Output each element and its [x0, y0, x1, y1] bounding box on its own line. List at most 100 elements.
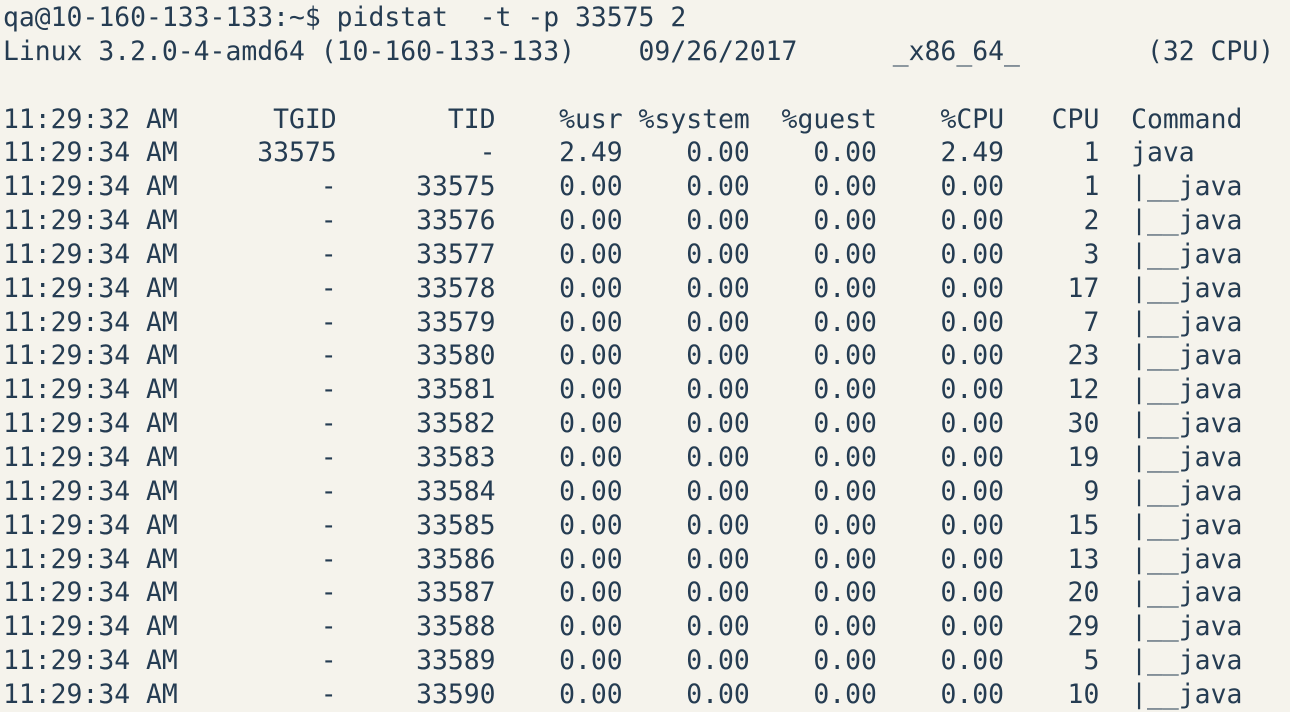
cell-cpu: 20	[1004, 577, 1100, 609]
cell-usr: 0.00	[495, 340, 623, 372]
cell-guest: 0.00	[749, 509, 877, 541]
cell-tgid: TGID	[177, 103, 337, 135]
pidstat-row: 11:29:34 AM - 33590 0.00 0.00 0.00 0.00 …	[3, 678, 1290, 712]
cell-cpu-pct: 0.00	[876, 238, 1004, 270]
cell-cpu: 1	[1004, 137, 1100, 169]
cell-command: |__java	[1099, 645, 1243, 677]
cell-cpu: 2	[1004, 205, 1100, 237]
architecture: _x86_64_	[892, 35, 1147, 67]
cell-cpu-pct: 0.00	[876, 171, 1004, 203]
pidstat-row: 11:29:34 AM - 33579 0.00 0.00 0.00 0.00 …	[3, 306, 1290, 340]
cell-time: 11:29:34 AM	[3, 645, 178, 677]
cell-time: 11:29:34 AM	[3, 306, 178, 338]
cell-command: java	[1099, 137, 1195, 169]
cell-usr: 2.49	[495, 137, 623, 169]
pidstat-row: 11:29:34 AM - 33589 0.00 0.00 0.00 0.00 …	[3, 644, 1290, 678]
cell-cpu-pct: 0.00	[876, 374, 1004, 406]
kernel-version: Linux 3.2.0-4-amd64 (10-160-133-133)	[3, 35, 639, 67]
cell-usr: 0.00	[495, 475, 623, 507]
cell-system: 0.00	[622, 543, 750, 575]
cell-system: 0.00	[622, 408, 750, 440]
cell-tid: -	[336, 137, 496, 169]
cell-usr: 0.00	[495, 171, 623, 203]
cell-cpu: 5	[1004, 645, 1100, 677]
cell-guest: 0.00	[749, 441, 877, 473]
cell-tgid: -	[177, 645, 337, 677]
cell-time: 11:29:34 AM	[3, 205, 178, 237]
cell-time: 11:29:34 AM	[3, 577, 178, 609]
cell-guest: 0.00	[749, 205, 877, 237]
cell-tid: 33582	[336, 408, 496, 440]
cell-usr: 0.00	[495, 543, 623, 575]
cell-tid: 33579	[336, 306, 496, 338]
cell-time: 11:29:34 AM	[3, 408, 178, 440]
cell-command: |__java	[1099, 543, 1243, 575]
cell-guest: 0.00	[749, 272, 877, 304]
cell-system: 0.00	[622, 171, 750, 203]
cell-cpu: 12	[1004, 374, 1100, 406]
cell-system: %system	[622, 103, 750, 135]
cell-usr: 0.00	[495, 408, 623, 440]
cell-system: 0.00	[622, 205, 750, 237]
cell-time: 11:29:34 AM	[3, 678, 178, 710]
cell-system: 0.00	[622, 238, 750, 270]
cell-guest: 0.00	[749, 611, 877, 643]
cell-time: 11:29:34 AM	[3, 543, 178, 575]
cell-tgid: -	[177, 611, 337, 643]
cell-usr: 0.00	[495, 509, 623, 541]
pidstat-output: 11:29:32 AM TGID TID %usr %system %guest…	[3, 103, 1290, 712]
cell-cpu-pct: %CPU	[876, 103, 1004, 135]
cell-time: 11:29:34 AM	[3, 475, 178, 507]
cell-command: |__java	[1099, 577, 1243, 609]
cell-time: 11:29:34 AM	[3, 238, 178, 270]
cell-command: |__java	[1099, 238, 1243, 270]
cell-command: |__java	[1099, 678, 1243, 710]
pidstat-row: 11:29:34 AM - 33583 0.00 0.00 0.00 0.00 …	[3, 441, 1290, 475]
cell-system: 0.00	[622, 272, 750, 304]
cell-time: 11:29:34 AM	[3, 509, 178, 541]
cell-cpu-pct: 0.00	[876, 272, 1004, 304]
cell-tgid: -	[177, 543, 337, 575]
cell-cpu-pct: 2.49	[876, 137, 1004, 169]
cell-system: 0.00	[622, 137, 750, 169]
cell-system: 0.00	[622, 509, 750, 541]
cell-cpu-pct: 0.00	[876, 408, 1004, 440]
cell-usr: 0.00	[495, 205, 623, 237]
cell-cpu: 29	[1004, 611, 1100, 643]
cell-tid: 33578	[336, 272, 496, 304]
cell-tgid: -	[177, 577, 337, 609]
cell-system: 0.00	[622, 475, 750, 507]
cell-usr: 0.00	[495, 441, 623, 473]
pidstat-row: 11:29:34 AM - 33578 0.00 0.00 0.00 0.00 …	[3, 272, 1290, 306]
pidstat-row: 11:29:34 AM - 33576 0.00 0.00 0.00 0.00 …	[3, 204, 1290, 238]
pidstat-row: 11:29:34 AM - 33587 0.00 0.00 0.00 0.00 …	[3, 576, 1290, 610]
cell-tid: 33580	[336, 340, 496, 372]
cell-time: 11:29:32 AM	[3, 103, 178, 135]
cell-cpu: 13	[1004, 543, 1100, 575]
cell-command: |__java	[1099, 611, 1243, 643]
cell-cpu: 17	[1004, 272, 1100, 304]
cell-tgid: -	[177, 441, 337, 473]
cell-cpu: 9	[1004, 475, 1100, 507]
cell-tid: 33581	[336, 374, 496, 406]
cell-guest: 0.00	[749, 577, 877, 609]
cell-system: 0.00	[622, 577, 750, 609]
cell-command: |__java	[1099, 374, 1243, 406]
cell-tgid: -	[177, 171, 337, 203]
cell-guest: 0.00	[749, 137, 877, 169]
cell-tid: 33585	[336, 509, 496, 541]
pidstat-row: 11:29:34 AM - 33575 0.00 0.00 0.00 0.00 …	[3, 170, 1290, 204]
cell-usr: 0.00	[495, 611, 623, 643]
pidstat-row: 11:29:34 AM - 33588 0.00 0.00 0.00 0.00 …	[3, 610, 1290, 644]
cell-tid: 33587	[336, 577, 496, 609]
cell-cpu: 10	[1004, 678, 1100, 710]
cell-guest: 0.00	[749, 408, 877, 440]
cell-tid: 33577	[336, 238, 496, 270]
cell-tid: 33583	[336, 441, 496, 473]
cell-usr: 0.00	[495, 374, 623, 406]
cell-tid: 33576	[336, 205, 496, 237]
pidstat-row: 11:29:34 AM - 33585 0.00 0.00 0.00 0.00 …	[3, 509, 1290, 543]
cell-guest: 0.00	[749, 678, 877, 710]
cell-system: 0.00	[622, 306, 750, 338]
